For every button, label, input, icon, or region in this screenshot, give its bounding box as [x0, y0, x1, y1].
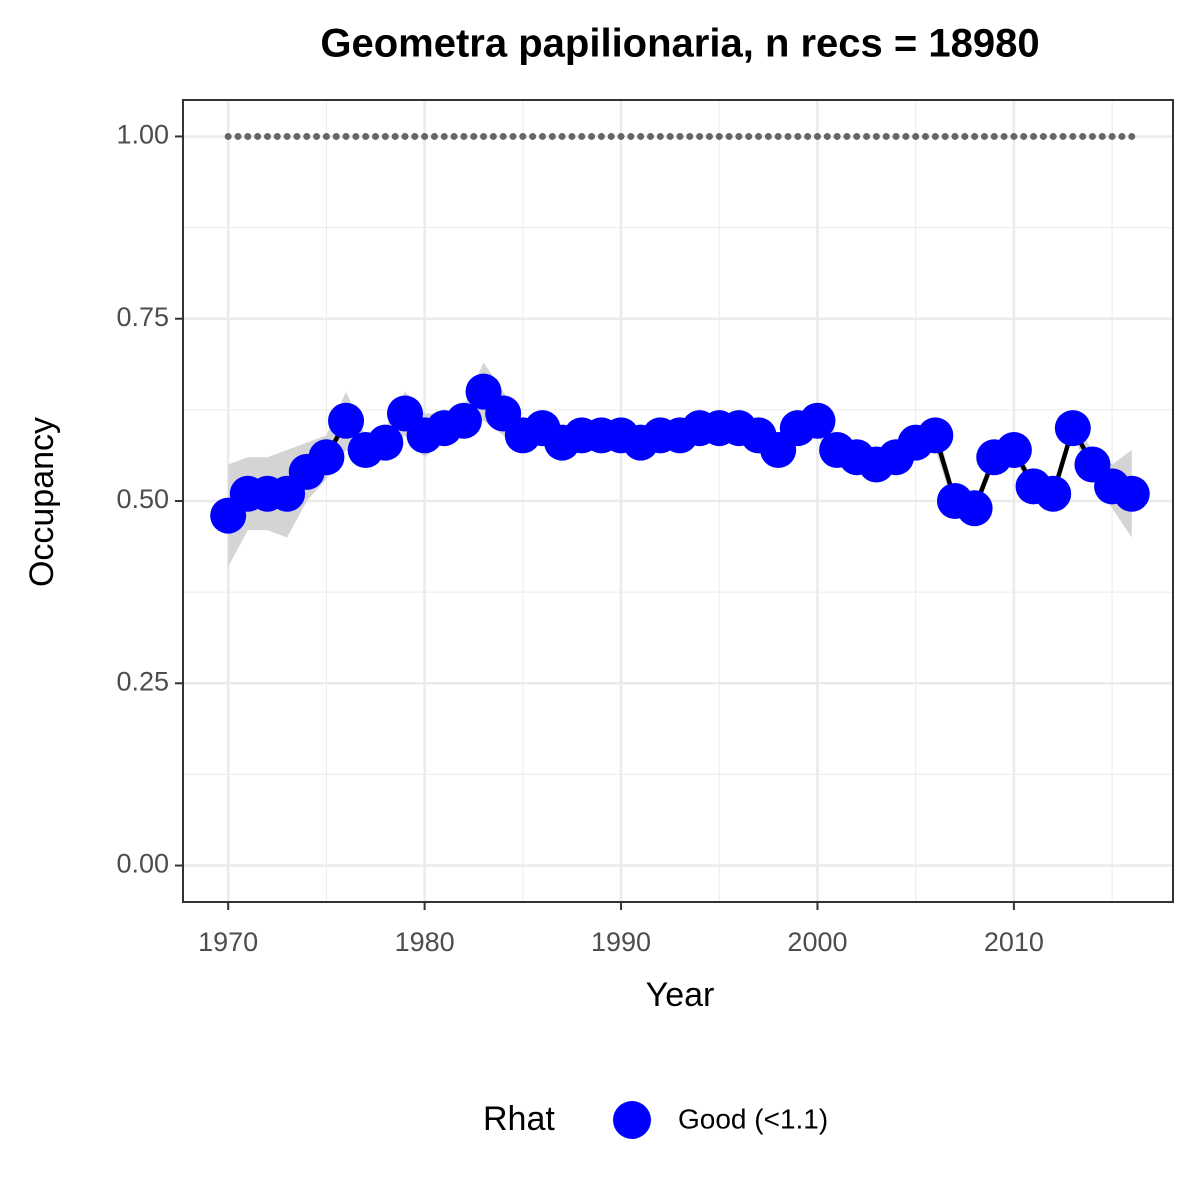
data-point	[328, 402, 365, 439]
data-point	[799, 402, 836, 439]
x-axis-label: Year	[646, 976, 715, 1014]
data-point	[1035, 475, 1072, 512]
data-point	[917, 417, 954, 454]
y-tick-label: 0.25	[116, 666, 169, 696]
data-point	[308, 439, 345, 476]
y-tick-label: 0.50	[116, 484, 169, 514]
legend-title: Rhat	[483, 1100, 555, 1138]
data-point	[1113, 475, 1150, 512]
x-tick-label: 2010	[984, 927, 1044, 957]
x-tick-label: 1970	[198, 927, 258, 957]
chart-title: Geometra papilionaria, n recs = 18980	[320, 22, 1039, 66]
data-point	[1054, 410, 1091, 447]
x-tick-label: 1980	[395, 927, 455, 957]
data-point	[995, 431, 1032, 468]
y-tick-label: 0.75	[116, 302, 169, 332]
legend-key	[613, 1101, 651, 1139]
y-axis-label: Occupancy	[23, 417, 61, 587]
y-tick-label: 0.00	[116, 849, 169, 879]
data-point	[445, 402, 482, 439]
x-tick-label: 2000	[787, 927, 847, 957]
data-point	[367, 424, 404, 461]
legend-label: Good (<1.1)	[678, 1103, 828, 1134]
data-point	[956, 490, 993, 527]
panel-border	[182, 99, 1174, 903]
y-tick-label: 1.00	[116, 120, 169, 150]
x-tick-label: 1990	[591, 927, 651, 957]
